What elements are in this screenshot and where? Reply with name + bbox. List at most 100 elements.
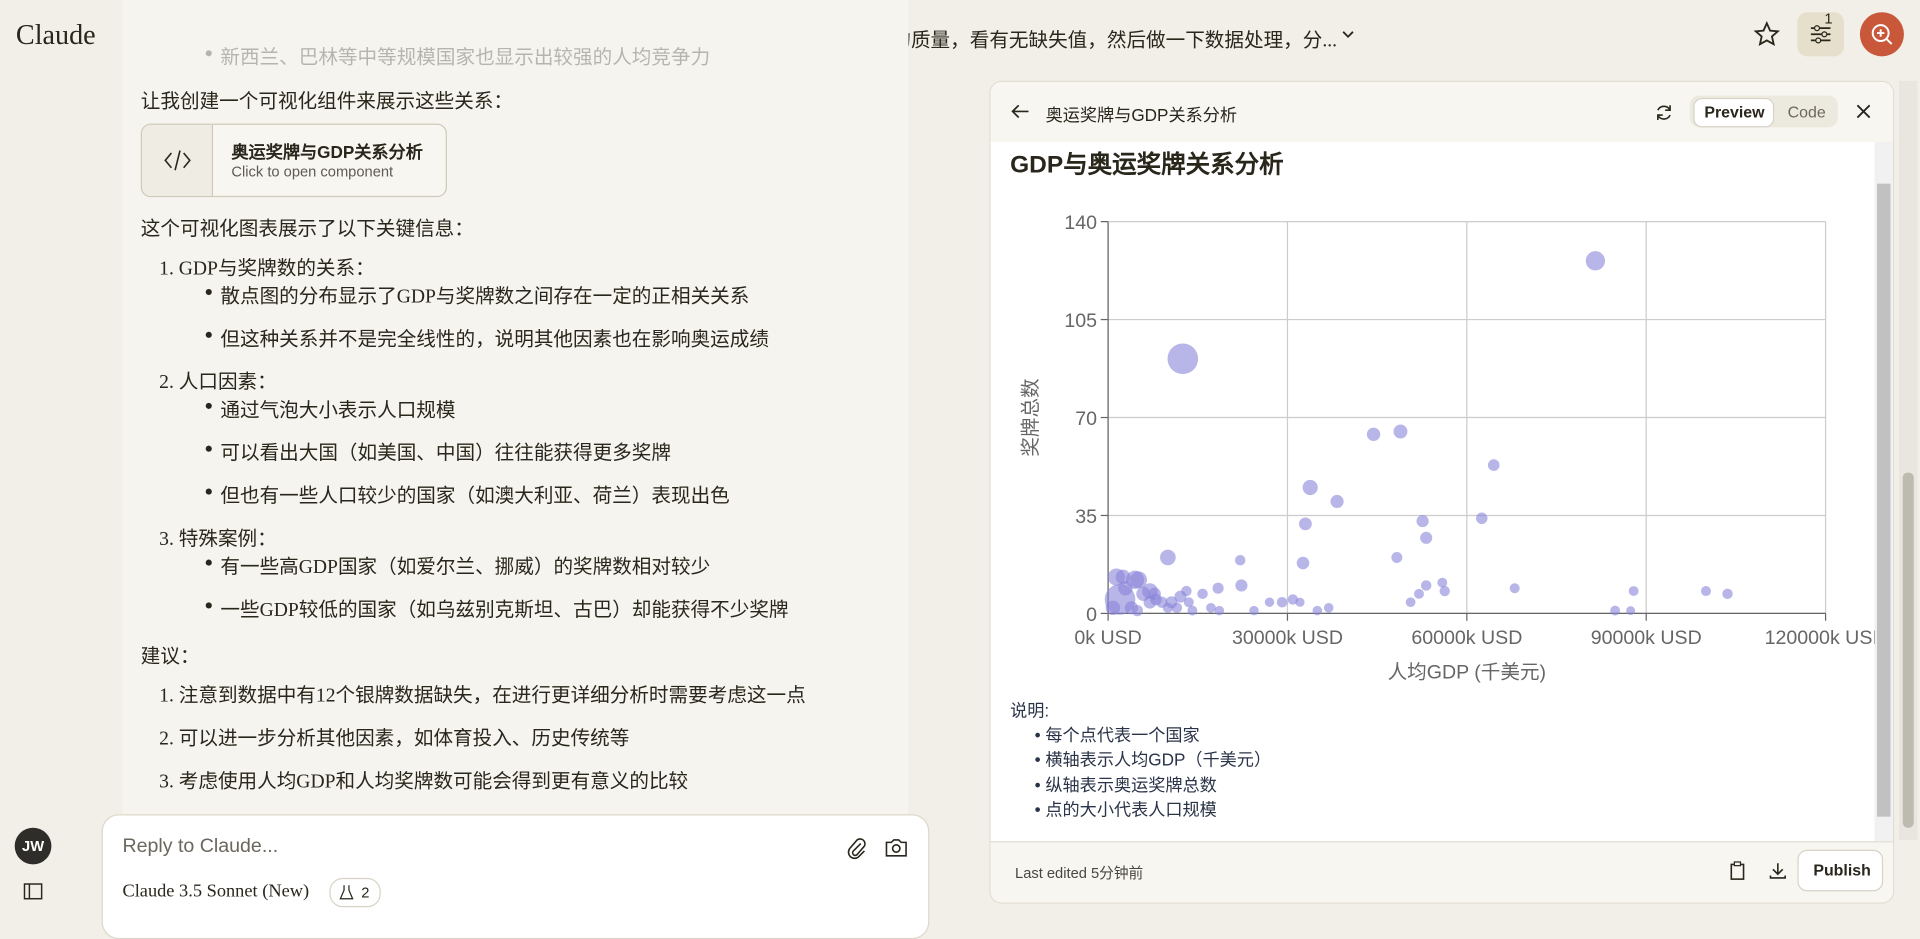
note: • 每个点代表一个国家 (1034, 724, 1200, 745)
scatter-point (1628, 586, 1639, 596)
close-button[interactable] (1855, 103, 1872, 120)
scatter-point (1206, 602, 1216, 613)
scatter-point (1162, 602, 1173, 613)
back-button[interactable] (1010, 103, 1030, 120)
scatter-point (1295, 597, 1305, 607)
scatter-point (1197, 588, 1208, 600)
tab[interactable]: Code (1787, 102, 1826, 122)
paragraph: 这个可视化图表展示了以下关键信息： (140, 219, 474, 240)
scatter-point (1167, 343, 1199, 375)
scatter-point (1323, 603, 1334, 613)
scatter-point (1183, 597, 1194, 608)
scatter-point (1264, 597, 1275, 607)
note-text: 点的大小代表人口规模 (1045, 799, 1217, 819)
note-text: 每个点代表一个国家 (1045, 724, 1200, 745)
last-edited: Last edited 5分钟前 (1015, 864, 1144, 882)
note-text: 横轴表示人均GDP（千美元） (1045, 749, 1272, 770)
faded-bullet: 新西兰、巴林等中等规模国家也显示出较强的人均竞争力 (205, 40, 710, 69)
scatter-point (1476, 512, 1488, 525)
scatter-point (1276, 596, 1288, 608)
flask-icon (339, 885, 354, 900)
model-selector[interactable]: Claude 3.5 Sonnet (New) (122, 881, 310, 902)
publish-button[interactable]: Publish (1797, 849, 1884, 892)
scatter-point (1405, 597, 1416, 608)
note: • 纵轴表示奥运奖牌总数 (1034, 774, 1217, 795)
sidebar-toggle[interactable] (23, 882, 43, 902)
list-label: GDP与奖牌数的关系： (178, 258, 375, 280)
tool-count[interactable]: 2 (329, 877, 381, 908)
scatter-point (1105, 600, 1121, 616)
composer-input[interactable]: Reply to Claude... (122, 836, 279, 858)
conversation: 新西兰、巴林等中等规模国家也显示出较强的人均竞争力 让我创建一个可视化组件来展示… (122, 0, 909, 922)
scatter-point (1131, 605, 1143, 617)
copy-button[interactable] (1729, 861, 1746, 881)
list-item: 2. 人口因素： (159, 372, 277, 394)
card-subtitle: Click to open component (231, 162, 394, 180)
panel-title: 奥运奖牌与GDP关系分析 (1045, 105, 1238, 125)
list-item: 1. GDP与奖牌数的关系： (159, 258, 375, 280)
card-title: 奥运奖牌与GDP关系分析 (231, 142, 423, 162)
list-item: 2. 可以进一步分析其他因素，如体育投入、历史传统等 (159, 728, 630, 750)
y-tick-label: 70 (1075, 408, 1097, 430)
scatter-point (1118, 581, 1133, 596)
refresh-button[interactable] (1654, 103, 1674, 123)
scatter-point (1393, 424, 1408, 439)
code-icon (164, 150, 191, 171)
chart-title: GDP与奥运奖牌关系分析 (1010, 151, 1284, 179)
new-chat-button[interactable] (1859, 12, 1904, 57)
list-label: 特殊案例： (178, 528, 277, 550)
chevron[interactable] (1341, 27, 1356, 42)
scatter-point (1626, 606, 1636, 616)
scatter-point (1312, 605, 1323, 616)
x-tick-label: 60000k USD (1411, 627, 1522, 649)
list-label: 注意到数据中有12个银牌数据缺失，在进行更详细分析时需要考虑这一点 (178, 685, 806, 707)
scatter-point (1148, 587, 1161, 600)
bullet: 散点图的分布显示了GDP与奖牌数之间存在一定的正相关关系 (205, 279, 749, 308)
list-label: 人口因素： (178, 372, 277, 394)
notes-heading: 说明: (1010, 700, 1050, 720)
user-avatar[interactable]: JW (14, 827, 52, 865)
scatter-point (1160, 549, 1176, 566)
list-label: 可以进一步分析其他因素，如体育投入、历史传统等 (178, 728, 630, 750)
scatter-point (1214, 605, 1225, 616)
y-tick-label: 0 (1086, 604, 1097, 626)
artifact-panel: 奥运奖牌与GDP关系分析 Preview Code GDP与奥运奖牌关系分析 0… (989, 80, 1895, 904)
scatter-point (1437, 577, 1448, 588)
scroll-thumb[interactable] (1877, 183, 1891, 817)
scatter-point (1610, 605, 1621, 616)
panel-footer (990, 841, 1893, 903)
tab[interactable]: Preview (1704, 102, 1765, 122)
page-scrollbar[interactable] (1899, 80, 1918, 840)
scatter-point (1130, 571, 1148, 589)
y-tick-label: 105 (1064, 310, 1097, 332)
scatter-point (1249, 605, 1259, 616)
attach-button[interactable] (845, 836, 867, 860)
download-button[interactable] (1768, 861, 1788, 881)
scatter-point (1235, 555, 1246, 566)
note: • 横轴表示人均GDP（千美元） (1034, 749, 1272, 770)
scatter-point (1487, 459, 1500, 471)
scatter-point (1298, 517, 1312, 531)
settings-icon (1810, 25, 1831, 44)
new-chat-icon (1871, 24, 1893, 45)
artifact-card[interactable]: 奥运奖牌与GDP关系分析 Click to open component (140, 123, 447, 198)
y-tick-label: 140 (1064, 212, 1097, 234)
bullet: 有一些高GDP国家（如爱尔兰、挪威）的奖牌数相对较少 (205, 550, 710, 579)
scatter-point (1416, 514, 1429, 528)
scatter-point (1235, 579, 1248, 592)
list-label: 考虑使用人均GDP和人均奖牌数可能会得到更有意义的比较 (178, 771, 689, 793)
scrollbar[interactable] (1874, 142, 1893, 842)
tab-active (1693, 97, 1775, 128)
scatter-point (1174, 590, 1187, 603)
list-item: 1. 注意到数据中有12个银牌数据缺失，在进行更详细分析时需要考虑这一点 (159, 685, 806, 707)
star-button[interactable] (1753, 21, 1781, 48)
logo[interactable]: Claude (15, 19, 96, 51)
note: • 点的大小代表人口规模 (1034, 799, 1217, 819)
camera-button[interactable] (884, 836, 908, 858)
notes: • 每个点代表一个国家 • 横轴表示人均GDP（千美元） • 纵轴表示奥运奖牌总… (1035, 722, 1271, 821)
bullet: 可以看出大国（如美国、中国）往往能获得更多奖牌 (205, 436, 671, 465)
bullet: 但这种关系并不是完全线性的，说明其他因素也在影响奥运成绩 (205, 322, 769, 351)
scatter-point (1420, 531, 1433, 544)
x-axis-label: 人均GDP (千美元) (1388, 661, 1546, 683)
